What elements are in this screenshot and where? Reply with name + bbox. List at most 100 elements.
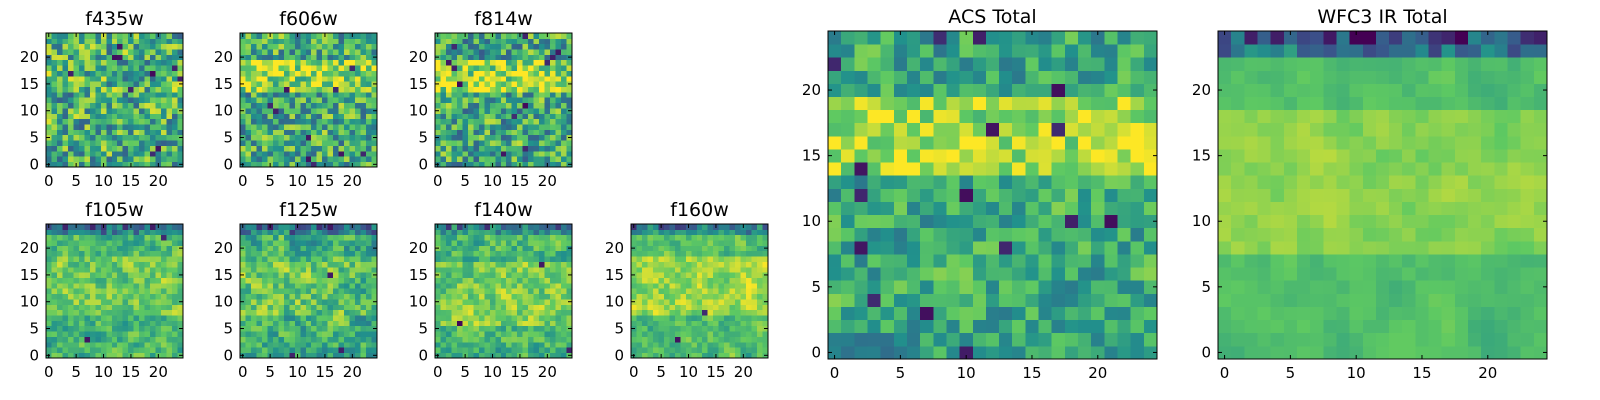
heatmap-cell <box>177 97 184 104</box>
heatmap-cell <box>283 240 290 246</box>
heatmap-cell <box>344 299 350 305</box>
heatmap-cell <box>669 299 676 305</box>
heatmap-cell <box>724 309 731 316</box>
heatmap-cell <box>67 293 74 300</box>
heatmap-cell <box>933 306 947 321</box>
heatmap-cell <box>139 97 146 104</box>
heatmap-cell <box>550 293 556 300</box>
heatmap-cell <box>278 336 285 343</box>
heatmap-cell <box>522 33 529 39</box>
heatmap-cell <box>533 161 540 168</box>
heatmap-cell <box>473 75 480 82</box>
heatmap-cell <box>746 240 752 246</box>
heatmap-cell <box>89 245 96 252</box>
heatmap-cell <box>267 86 274 93</box>
heatmap-cell <box>467 91 474 98</box>
heatmap-cell <box>245 145 252 152</box>
heatmap-cell <box>89 91 96 98</box>
heatmap-cell <box>316 347 323 354</box>
heatmap-cell <box>122 315 129 321</box>
heatmap-cell <box>267 299 274 305</box>
heatmap-cell <box>555 240 562 246</box>
heatmap-cell <box>1025 227 1039 242</box>
heatmap-cell <box>349 65 356 71</box>
heatmap-cell <box>735 229 741 236</box>
heatmap-cell <box>305 256 312 262</box>
heatmap-cell <box>327 331 334 337</box>
heatmap-cell <box>278 54 285 61</box>
heatmap-cell <box>100 250 107 257</box>
heatmap-cell <box>506 229 513 236</box>
heatmap-cell <box>478 97 485 104</box>
heatmap-cell <box>440 309 447 316</box>
heatmap-cell <box>366 81 372 87</box>
heatmap-cell <box>327 70 334 77</box>
heatmap-cell <box>933 319 947 334</box>
heatmap-cell <box>283 336 290 343</box>
heatmap-cell <box>56 250 63 257</box>
heatmap-cell <box>150 347 156 354</box>
heatmap-cell <box>139 124 146 130</box>
heatmap-cell <box>250 352 257 359</box>
heatmap-cell <box>647 293 654 300</box>
heatmap-cell <box>528 240 535 246</box>
heatmap-cell <box>117 250 124 257</box>
heatmap-cell <box>467 140 474 146</box>
heatmap-cell <box>172 224 178 230</box>
heatmap-cell <box>478 145 485 152</box>
heatmap-cell <box>240 277 246 284</box>
heatmap-cell <box>161 347 167 354</box>
heatmap-cell <box>680 304 687 311</box>
heatmap-cell <box>456 341 463 348</box>
heatmap-cell <box>322 118 329 125</box>
heatmap-cell <box>256 134 263 141</box>
heatmap-cell <box>261 97 268 104</box>
heatmap-cell <box>561 129 567 136</box>
heatmap-cell <box>533 124 540 130</box>
heatmap-cell <box>528 245 535 252</box>
heatmap-cell <box>561 49 567 55</box>
heatmap-cell <box>177 304 184 311</box>
heatmap-cell <box>511 277 518 284</box>
heatmap-cell <box>366 129 372 136</box>
heatmap-cell <box>256 108 263 114</box>
heatmap-cell <box>106 156 113 163</box>
heatmap-cell <box>371 113 378 120</box>
heatmap-cell <box>272 224 279 230</box>
heatmap-cell <box>456 299 463 305</box>
heatmap-cell <box>663 331 670 337</box>
heatmap-cell <box>117 54 124 61</box>
heatmap-cell <box>533 113 540 120</box>
heatmap-cell <box>161 145 167 152</box>
heatmap-cell <box>740 325 747 332</box>
heatmap-cell <box>300 59 307 66</box>
heatmap-cell <box>355 309 361 316</box>
heatmap-cell <box>172 325 178 332</box>
heatmap-cell <box>256 250 263 257</box>
heatmap-cell <box>122 33 129 39</box>
heatmap-cell <box>67 81 74 87</box>
heatmap-cell <box>289 134 296 141</box>
heatmap-cell <box>166 33 173 39</box>
heatmap-cell <box>100 49 107 55</box>
heatmap-cell <box>166 282 173 289</box>
heatmap-cell <box>133 91 140 98</box>
heatmap-cell <box>344 134 350 141</box>
heatmap-cell <box>360 49 367 55</box>
heatmap-cell <box>139 320 146 327</box>
heatmap-cell <box>56 124 63 130</box>
heatmap-cell <box>117 293 124 300</box>
heatmap-cell <box>533 325 540 332</box>
heatmap-cell <box>172 140 178 146</box>
heatmap-cell <box>478 54 485 61</box>
heatmap-cell <box>62 352 69 359</box>
heatmap-cell <box>451 150 458 157</box>
heatmap-cell <box>245 315 252 321</box>
heatmap-cell <box>117 91 124 98</box>
heatmap-cell <box>283 293 290 300</box>
heatmap-cell <box>327 140 334 146</box>
heatmap-cell <box>985 240 1000 255</box>
heatmap-cell <box>528 86 535 93</box>
heatmap-cell <box>946 345 960 360</box>
